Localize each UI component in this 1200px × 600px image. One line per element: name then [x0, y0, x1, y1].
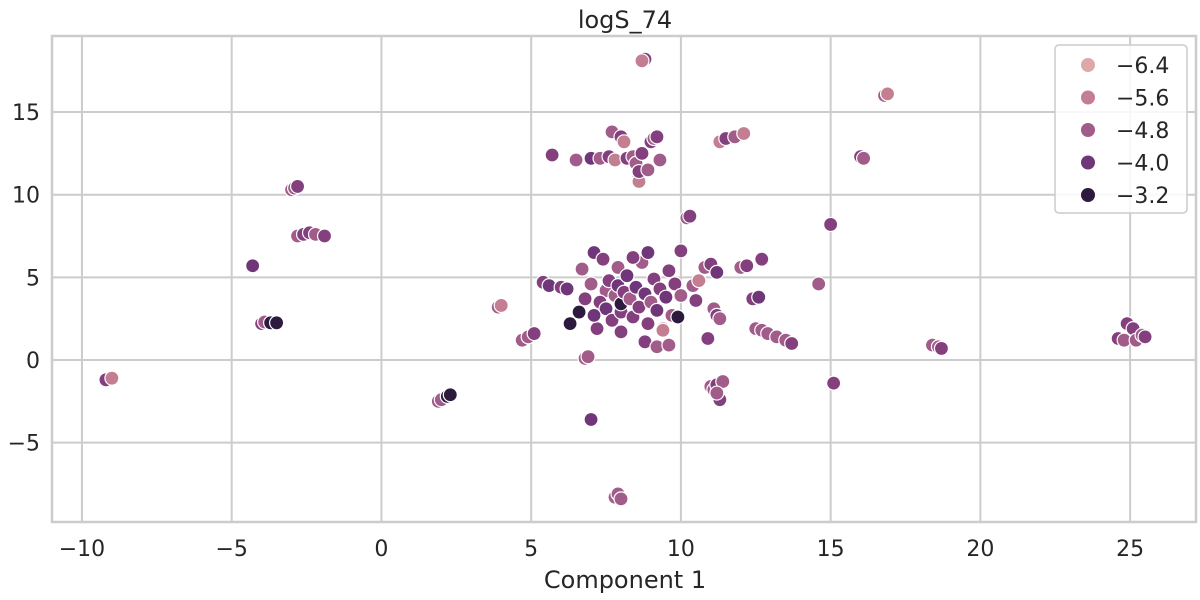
- scatter-point: [493, 297, 509, 314]
- y-tick-label: 5: [26, 266, 40, 291]
- y-tick-label: 0: [26, 349, 40, 374]
- scatter-point: [442, 387, 458, 403]
- scatter-point: [583, 411, 599, 428]
- x-tick-label: 20: [966, 537, 994, 562]
- grid-lines: [52, 36, 1196, 522]
- scatter-point: [682, 208, 698, 224]
- scatter-point: [562, 316, 578, 332]
- scatter-point: [655, 322, 671, 338]
- x-tick-label: 5: [524, 537, 538, 562]
- x-tick-label: 10: [667, 537, 695, 562]
- scatter-point: [823, 216, 839, 233]
- scatter-point: [649, 302, 665, 319]
- x-axis-label: Component 1: [544, 566, 706, 594]
- scatter-point: [640, 244, 656, 261]
- legend-label: −6.4: [1116, 54, 1169, 79]
- scatter-point: [595, 251, 611, 267]
- scatter-point: [634, 145, 650, 161]
- legend: −6.4 −5.6 −4.8 −4.0 −3.2: [1054, 44, 1188, 214]
- scatter-point: [613, 491, 629, 507]
- y-tick-label: 10: [12, 184, 40, 209]
- legend-marker: [1081, 123, 1095, 137]
- legend-marker: [1081, 188, 1095, 202]
- chart-title: logS_74: [578, 6, 672, 34]
- scatter-point: [736, 125, 752, 142]
- legend-marker: [1081, 155, 1095, 170]
- scatter-point: [589, 320, 605, 337]
- y-tick-label: 15: [12, 101, 40, 126]
- scatter-point: [571, 304, 587, 320]
- scatter-point: [613, 324, 629, 340]
- scatter-point: [661, 337, 677, 353]
- y-tick-label: −5: [8, 432, 40, 457]
- legend-label: −5.6: [1116, 87, 1169, 112]
- scatter-point: [1137, 329, 1153, 345]
- scatter-point: [691, 273, 707, 289]
- x-tick-label: −10: [59, 537, 105, 562]
- scatter-point: [316, 228, 333, 244]
- scatter-point: [670, 309, 686, 325]
- scatter-point: [526, 325, 542, 342]
- scatter-point: [652, 152, 668, 168]
- scatter-point: [709, 264, 725, 280]
- y-tick-labels: −5 0 5 10 15: [8, 101, 40, 457]
- scatter-point: [269, 315, 285, 331]
- scatter-point: [634, 53, 650, 69]
- scatter-point: [879, 86, 896, 102]
- scatter-point: [568, 152, 584, 168]
- scatter-point: [712, 311, 728, 327]
- scatter-point: [688, 292, 704, 309]
- legend-label: −4.8: [1116, 119, 1169, 144]
- x-tick-label: 25: [1116, 537, 1144, 562]
- scatter-point: [751, 289, 767, 305]
- scatter-point: [658, 289, 674, 305]
- scatter-point: [700, 330, 716, 347]
- scatter-point: [754, 251, 770, 267]
- scatter-point: [625, 249, 641, 266]
- scatter-point: [586, 307, 602, 323]
- scatter-point: [811, 276, 827, 292]
- x-tick-labels: −10 −5 0 5 10 15 20 25: [59, 537, 1144, 562]
- data-points: [98, 51, 1153, 507]
- scatter-point: [245, 258, 261, 274]
- scatter-point: [289, 178, 306, 195]
- legend-marker: [1081, 90, 1095, 105]
- scatter-point: [673, 243, 689, 259]
- scatter-point: [933, 340, 950, 357]
- legend-label: −4.0: [1116, 152, 1169, 177]
- scatter-point: [826, 375, 842, 391]
- scatter-point: [640, 162, 656, 178]
- scatter-point: [619, 268, 635, 284]
- scatter-point: [574, 261, 590, 277]
- scatter-point: [784, 335, 800, 352]
- x-tick-label: −5: [215, 537, 247, 562]
- x-tick-label: 15: [817, 537, 845, 562]
- scatter-point: [739, 258, 755, 274]
- legend-box: [1054, 44, 1188, 214]
- scatter-point: [559, 281, 575, 297]
- scatter-point: [104, 370, 120, 386]
- scatter-point: [640, 316, 656, 332]
- legend-marker: [1081, 58, 1095, 72]
- scatter-point: [577, 291, 593, 307]
- x-tick-label: 0: [374, 537, 388, 562]
- scatter-point: [855, 150, 872, 166]
- scatter-point: [583, 276, 599, 292]
- scatter-point: [544, 147, 560, 163]
- scatter-point: [580, 349, 596, 365]
- scatter-point: [616, 134, 632, 150]
- scatter-point: [673, 287, 689, 304]
- scatter-point: [661, 263, 677, 279]
- legend-label: −3.2: [1116, 184, 1169, 209]
- scatter-point: [709, 385, 725, 401]
- plot-frame: [50, 34, 1198, 524]
- scatter-point: [649, 129, 665, 145]
